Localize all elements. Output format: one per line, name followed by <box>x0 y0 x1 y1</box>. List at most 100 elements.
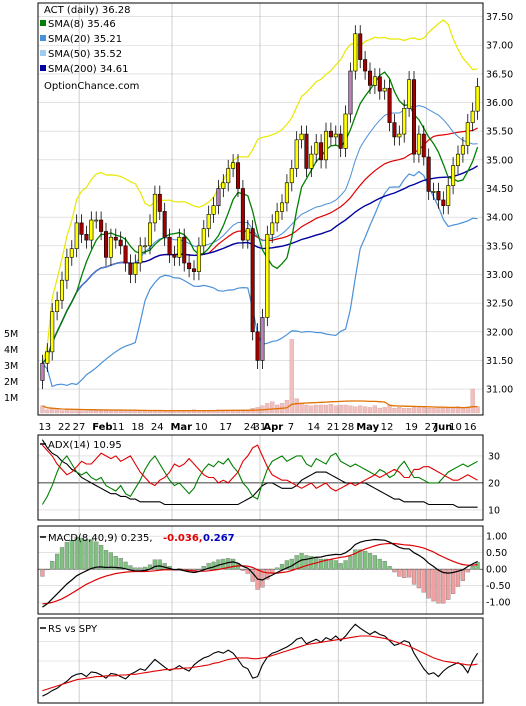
price-candle <box>84 234 89 241</box>
volume-bar <box>118 410 123 414</box>
price-candle <box>118 239 123 247</box>
price-candle <box>255 331 260 361</box>
adx-y-tick: 30 <box>488 451 500 462</box>
sma20-legend-swatch <box>40 35 46 41</box>
macd-histogram-bar <box>323 558 329 570</box>
price-candle <box>221 182 226 189</box>
macd-histogram-bar <box>206 563 211 570</box>
x-axis-label: 21 <box>327 422 340 433</box>
volume-bar <box>426 408 431 414</box>
adx-panel: 10 20 30 ADX(14) 10.95 <box>37 434 500 521</box>
price-candle <box>64 256 69 281</box>
price-candle <box>40 362 45 381</box>
price-candle <box>59 279 65 301</box>
macd-histogram-bar <box>377 558 382 570</box>
volume-bar <box>353 406 358 414</box>
volume-bar <box>387 404 392 414</box>
macd-histogram-bar <box>426 569 431 599</box>
macd-histogram-bar <box>441 569 446 604</box>
volume-bar <box>133 410 138 414</box>
macd-histogram-value: 0.267 <box>203 533 235 544</box>
volume-bar <box>455 406 461 414</box>
volume-bar <box>84 410 89 414</box>
x-axis-label: 10 <box>195 422 208 433</box>
price-candle <box>451 165 456 186</box>
price-candle <box>426 156 431 192</box>
price-candle <box>138 245 143 264</box>
price-candle <box>206 213 211 229</box>
price-candle <box>196 245 201 272</box>
volume-bar <box>108 410 113 414</box>
macd-histogram-bar <box>411 569 417 585</box>
price-panel: 31.00 31.50 32.00 32.50 33.00 33.50 34.00 34.50… <box>4 2 513 416</box>
macd-signal-line <box>42 542 478 605</box>
volume-bar <box>348 405 353 414</box>
volume-bar <box>372 405 377 414</box>
price-candle <box>358 33 363 60</box>
sma8-legend-swatch <box>40 20 46 26</box>
macd-histogram-bar <box>196 569 201 571</box>
macd-histogram-bar <box>284 560 289 570</box>
price-y-tick: 36.00 <box>486 98 513 109</box>
price-candle <box>45 351 50 364</box>
macd-histogram-bar <box>387 566 392 570</box>
macd-histogram-bar <box>226 558 231 570</box>
x-axis-label: 27 <box>425 422 438 433</box>
price-candle <box>157 193 162 212</box>
price-candle <box>460 145 465 155</box>
price-candle <box>50 311 55 353</box>
volume-bar <box>270 401 275 414</box>
volume-bar <box>113 410 118 414</box>
price-candle <box>431 191 436 193</box>
macd-histogram-bar <box>363 550 368 570</box>
adx-y-tick: 20 <box>488 478 500 489</box>
adx-title: ADX(14) 10.95 <box>48 440 122 451</box>
macd-histogram-bar <box>69 540 74 570</box>
price-candle <box>436 191 441 201</box>
adx-gridlines <box>38 435 483 520</box>
macd-panel: -1.00 -0.50 0.00 0.50 1.00 MACD(8,40,9) 0.23… <box>37 525 511 615</box>
sma50-legend-label: SMA(50) 35.52 <box>48 49 122 60</box>
volume-tick: 4M <box>4 345 18 356</box>
price-candle <box>128 262 133 275</box>
x-axis-label: 7 <box>288 422 294 433</box>
price-candle <box>411 79 417 155</box>
macd-histogram-bar <box>59 547 65 570</box>
volume-bar <box>338 404 343 414</box>
macd-histogram-bar <box>367 553 373 570</box>
volume-bar <box>79 410 84 414</box>
price-candle <box>314 142 319 155</box>
volume-bar <box>343 404 348 414</box>
price-y-tick: 33.50 <box>486 241 513 252</box>
price-y-tick: 34.50 <box>486 184 513 195</box>
x-axis-label: 11 <box>112 422 125 433</box>
macd-y-tick: -1.00 <box>486 598 511 609</box>
macd-histogram-bar <box>470 566 475 570</box>
volume-bar <box>265 403 270 414</box>
volume-bar <box>431 408 436 414</box>
price-candle <box>279 202 285 212</box>
price-y-tick: 31.50 <box>486 356 513 367</box>
price-candle <box>284 182 289 204</box>
price-candle <box>475 86 480 112</box>
macd-title: MACD(8,40,9) 0.235, <box>48 533 153 544</box>
volume-bar <box>392 408 397 414</box>
price-candle <box>348 70 353 115</box>
adx-line <box>41 439 478 508</box>
watermark: OptionChance.com <box>44 81 139 92</box>
macd-histogram-bar <box>143 566 148 570</box>
x-axis-label: Mar <box>170 422 192 433</box>
adx-y-tick-labels: 10 20 30 <box>488 451 500 516</box>
price-candle <box>226 168 231 184</box>
macd-histogram-bar <box>358 549 363 570</box>
volume-bar <box>216 409 221 414</box>
macd-histogram-bar <box>353 549 358 570</box>
macd-histogram-bar <box>451 569 456 594</box>
sma20-legend-label: SMA(20) 35.21 <box>48 34 122 45</box>
price-candle <box>245 228 250 241</box>
rs-line <box>42 623 479 697</box>
macd-histogram-bar <box>446 569 451 600</box>
macd-histogram-bar <box>319 558 324 570</box>
volume-bar <box>421 407 426 414</box>
price-candle <box>319 142 324 161</box>
